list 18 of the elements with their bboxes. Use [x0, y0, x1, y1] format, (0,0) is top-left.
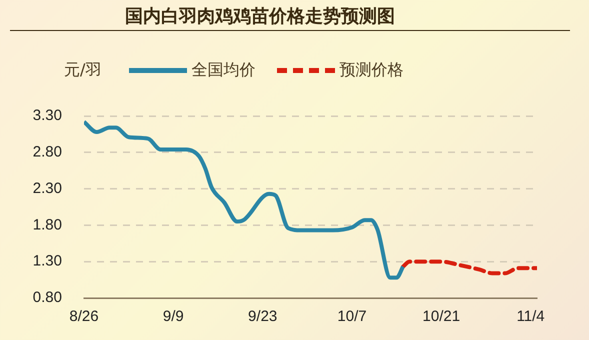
x-tick-label: 11/4: [516, 308, 545, 326]
line-series: [84, 120, 406, 280]
y-tick-label: 0.80: [32, 289, 62, 306]
y-tick-label: 2.80: [32, 144, 62, 161]
x-tick-label: 9/23: [248, 308, 278, 326]
y-tick-label: 1.80: [32, 216, 62, 234]
y-tick-label: 3.30: [32, 107, 62, 124]
line-series: [401, 260, 537, 276]
chart-title: 国内白羽肉鸡鸡苗价格走势预测图: [10, 4, 570, 31]
legend-label: 预测价格: [339, 60, 404, 80]
x-tick-label: 9/9: [162, 308, 184, 326]
y-tick-label: 2.30: [32, 180, 62, 197]
x-tick-label: 10/7: [337, 308, 367, 326]
legend-label: 全国均价: [191, 60, 256, 80]
y-tick-label: 1.30: [32, 252, 62, 270]
x-tick-label: 10/21: [422, 308, 460, 326]
x-tick-label: 8/26: [69, 308, 99, 326]
y-axis-title: 元/羽: [64, 60, 102, 80]
